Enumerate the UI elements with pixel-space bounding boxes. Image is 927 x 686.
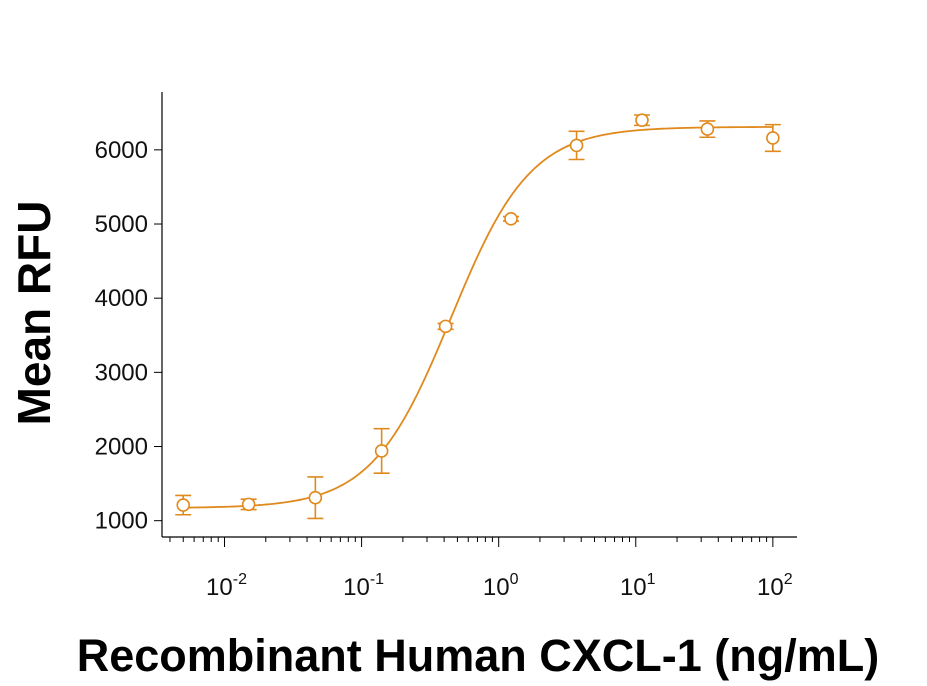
data-point — [437, 319, 454, 334]
data-point — [568, 130, 585, 161]
data-point — [373, 427, 390, 475]
x-tick-exponent: 1 — [647, 571, 656, 588]
point-marker — [635, 113, 649, 127]
x-tick-exponent: 0 — [510, 571, 519, 588]
x-tick-base: 10 — [483, 574, 510, 601]
point-marker — [241, 497, 256, 512]
point-marker — [374, 444, 389, 458]
point-marker — [176, 498, 191, 512]
y-tick-label: 2000 — [95, 434, 148, 461]
data-point — [240, 497, 257, 512]
x-axis-title: Recombinant Human CXCL-1 (ng/mL) — [77, 630, 880, 681]
y-axis-title: Mean RFU — [8, 201, 60, 426]
point-marker — [700, 122, 715, 136]
data-point — [175, 494, 192, 516]
x-tick-base: 10 — [206, 574, 233, 601]
x-tick-exponent: 2 — [784, 571, 793, 588]
y-tick-label: 3000 — [95, 359, 148, 386]
x-tick-label: 100 — [483, 571, 519, 601]
x-tick-label: 10-2 — [206, 571, 247, 601]
y-tick-label: 1000 — [95, 508, 148, 535]
data-points — [175, 113, 781, 520]
y-ticks: 1000 2000 3000 4000 5000 6000 — [95, 137, 162, 535]
x-tick-base: 10 — [620, 574, 647, 601]
x-tick-label: 10-1 — [343, 571, 384, 601]
data-point — [307, 476, 324, 520]
axes — [161, 92, 797, 538]
x-tick-exponent: -1 — [370, 571, 384, 588]
point-marker — [438, 319, 453, 334]
data-point — [633, 113, 650, 127]
data-point — [699, 120, 716, 139]
point-marker — [766, 131, 780, 145]
fit-curve — [183, 126, 773, 509]
x-tick-label: 102 — [757, 571, 793, 601]
point-marker — [308, 490, 323, 505]
x-tick-base: 10 — [757, 574, 784, 601]
x-ticks: 10-2 10-1 100 101 102 — [169, 537, 793, 601]
y-tick-label: 4000 — [95, 285, 148, 312]
data-point — [764, 123, 781, 153]
y-tick-label: 6000 — [95, 137, 148, 164]
x-tick-exponent: -2 — [233, 571, 247, 588]
x-tick-label: 101 — [620, 571, 656, 601]
x-tick-base: 10 — [343, 574, 370, 601]
point-marker — [504, 212, 518, 226]
point-marker — [569, 138, 584, 153]
y-tick-label: 5000 — [95, 211, 148, 238]
data-point — [503, 212, 520, 226]
